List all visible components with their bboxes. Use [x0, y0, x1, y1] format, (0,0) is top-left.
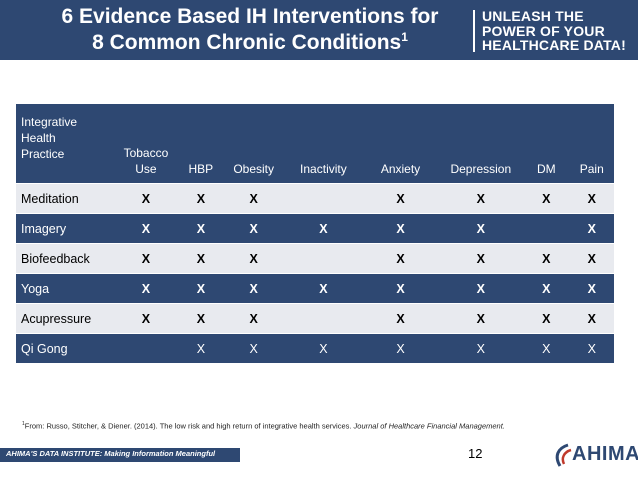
table-cell: X — [178, 243, 224, 274]
table-cell: X — [113, 273, 179, 304]
practice-name: Qi Gong — [16, 333, 114, 363]
table-cell: X — [178, 213, 224, 244]
table-cell: X — [438, 333, 524, 363]
practice-name: Acupressure — [16, 303, 114, 334]
header-divider — [473, 10, 475, 52]
table-cell: X — [223, 273, 285, 304]
table-cell: X — [362, 243, 439, 274]
table-row-yoga: Yoga X X X X X X X X — [16, 273, 614, 304]
table-cell: X — [284, 333, 363, 363]
table-cell: X — [362, 303, 439, 334]
header-tobacco-line-1: Tobacco — [123, 146, 169, 160]
header-dm: DM — [523, 104, 570, 184]
table-cell: X — [223, 243, 285, 274]
table-cell: X — [362, 213, 439, 244]
ahima-logo: AHIMA — [552, 440, 638, 470]
table-cell: X — [113, 183, 179, 214]
table-cell: X — [569, 213, 614, 244]
table-cell: X — [223, 213, 285, 244]
footer-text: AHIMA'S DATA INSTITUTE: Making Informati… — [6, 449, 216, 458]
table-cell — [284, 183, 363, 214]
table-cell: X — [523, 273, 570, 304]
title-footnote-marker: 1 — [401, 30, 408, 44]
table-cell: X — [284, 213, 363, 244]
table-cell: X — [223, 303, 285, 334]
table-cell: X — [223, 333, 285, 363]
practice-name: Imagery — [16, 213, 114, 244]
table-cell: X — [569, 243, 614, 274]
table-cell: X — [178, 333, 224, 363]
table-header-row: Integrative Health Practice Tobacco Use … — [16, 104, 614, 184]
title-line-2: 8 Common Chronic Conditions — [92, 31, 402, 54]
table-row-qi-gong: Qi Gong X X X X X X X — [16, 333, 614, 363]
footnote-journal: Journal of Healthcare Financial Manageme… — [353, 421, 505, 431]
header-depression: Depression — [438, 104, 524, 184]
tagline-line-2: POWER OF YOUR — [482, 22, 605, 39]
header-pain: Pain — [569, 104, 614, 184]
table-cell: X — [438, 273, 524, 304]
table-cell — [113, 333, 179, 363]
table-cell: X — [362, 333, 439, 363]
table-cell — [284, 243, 363, 274]
header-practice-line-1: Integrative — [21, 115, 78, 129]
interventions-table: Integrative Health Practice Tobacco Use … — [16, 104, 614, 363]
table-cell: X — [438, 303, 524, 334]
table-cell: X — [569, 303, 614, 334]
table-cell: X — [523, 333, 570, 363]
logo-text: AHIMA — [572, 443, 638, 465]
footnote-marker: 1 — [22, 421, 25, 427]
table-cell — [523, 213, 570, 244]
table-cell: X — [178, 303, 224, 334]
table-cell: X — [438, 183, 524, 214]
slide-title: 6 Evidence Based IH Interventions for 8 … — [40, 4, 460, 56]
header-hbp: HBP — [178, 104, 224, 184]
header-anxiety: Anxiety — [362, 104, 439, 184]
table-cell: X — [113, 243, 179, 274]
table-cell: X — [438, 213, 524, 244]
header-inactivity: Inactivity — [284, 104, 363, 184]
table-cell — [284, 303, 363, 334]
header-practice-line-3: Practice — [21, 147, 65, 161]
table-cell: X — [284, 273, 363, 304]
table-cell: X — [569, 183, 614, 214]
page-number: 12 — [468, 446, 483, 461]
table-row-meditation: Meditation X X X X X X X — [16, 183, 614, 214]
header-obesity: Obesity — [223, 104, 285, 184]
table-row-imagery: Imagery X X X X X X X — [16, 213, 614, 244]
tagline-line-1: UNLEASH THE — [482, 8, 584, 24]
table-row-biofeedback: Biofeedback X X X X X X X — [16, 243, 614, 274]
title-line-1: 6 Evidence Based IH Interventions for — [61, 5, 439, 28]
table-cell: X — [523, 243, 570, 274]
table-cell: X — [523, 183, 570, 214]
header-tobacco-use: Tobacco Use — [113, 104, 179, 184]
table-cell: X — [438, 243, 524, 274]
footer-band: AHIMA'S DATA INSTITUTE: Making Informati… — [0, 448, 240, 462]
practice-name: Meditation — [16, 183, 114, 214]
header-practice: Integrative Health Practice — [16, 104, 114, 184]
footnote-text: From: Russo, Stitcher, & Diener. (2014).… — [24, 421, 354, 431]
practice-name: Biofeedback — [16, 243, 114, 274]
header-practice-line-2: Health — [21, 131, 56, 145]
citation-footnote: 1From: Russo, Stitcher, & Diener. (2014)… — [22, 421, 505, 431]
table-cell: X — [178, 273, 224, 304]
table-cell: X — [362, 273, 439, 304]
practice-name: Yoga — [16, 273, 114, 304]
table-cell: X — [569, 273, 614, 304]
table-row-acupressure: Acupressure X X X X X X X — [16, 303, 614, 334]
table-cell: X — [569, 333, 614, 363]
header-tobacco-line-2: Use — [135, 162, 157, 176]
table-cell: X — [523, 303, 570, 334]
table-cell: X — [178, 183, 224, 214]
title-header-band: 6 Evidence Based IH Interventions for 8 … — [0, 0, 638, 60]
table-cell: X — [113, 303, 179, 334]
table-cell: X — [113, 213, 179, 244]
logo-swoosh-icon — [555, 443, 572, 467]
tagline-line-3: HEALTHCARE DATA! — [482, 37, 626, 53]
tagline: UNLEASH THE POWER OF YOUR HEALTHCARE DAT… — [482, 9, 626, 53]
table-cell: X — [362, 183, 439, 214]
table-cell: X — [223, 183, 285, 214]
